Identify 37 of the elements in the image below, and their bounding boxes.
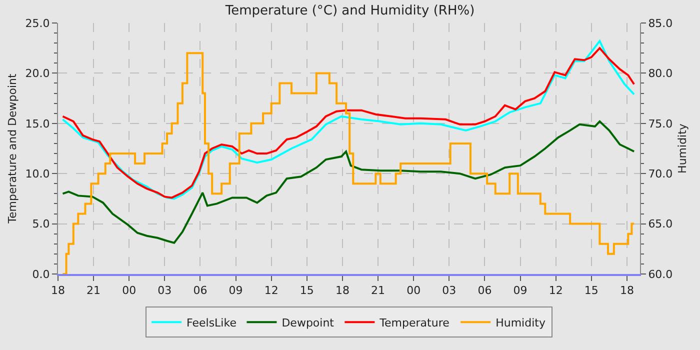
- x-tick-label: 12: [548, 284, 563, 298]
- x-tick-label: 18: [620, 284, 634, 298]
- y-tick-label: 20.0: [25, 67, 50, 80]
- x-tick-label: 15: [584, 284, 598, 298]
- x-tick-label: 00: [122, 284, 136, 298]
- y2-tick-label: 80.0: [648, 67, 673, 80]
- x-tick-label: 09: [228, 284, 243, 298]
- y-axis-title: Temperature and Dewpoint: [6, 72, 19, 224]
- x-tick-label: 09: [513, 284, 528, 298]
- x-tick-label: 00: [406, 284, 421, 298]
- x-tick-label: 21: [86, 284, 101, 298]
- y2-tick-label: 75.0: [648, 117, 673, 130]
- y-tick-label: 5.0: [32, 218, 50, 231]
- x-tick-label: 18: [335, 284, 350, 298]
- line-series: [62, 120, 636, 244]
- y-tick-label: 0.0: [32, 268, 50, 281]
- x-tick-label: 03: [158, 284, 172, 298]
- x-tick-label: 21: [371, 284, 386, 298]
- chart-title: Temperature (°C) and Humidity (RH%): [224, 3, 475, 18]
- y2-tick-label: 85.0: [648, 16, 673, 30]
- y2-tick-label: 65.0: [648, 218, 673, 231]
- y2-tick-label: 60.0: [648, 268, 673, 281]
- y2-axis-title: Humidity: [676, 123, 689, 174]
- y-tick-label: 15.0: [25, 117, 50, 130]
- y-tick-label: 10.0: [25, 167, 50, 180]
- x-tick-label: 12: [264, 284, 278, 298]
- legend-label: FeelsLike: [186, 316, 237, 330]
- legend-label: Temperature: [378, 316, 450, 330]
- legend-label: Dewpoint: [282, 316, 335, 330]
- x-tick-label: 03: [442, 284, 456, 298]
- legend-label: Humidity: [496, 316, 546, 330]
- x-tick-label: 18: [51, 284, 65, 298]
- y-tick-label: 25.0: [25, 16, 50, 30]
- x-tick-label: 15: [300, 284, 314, 298]
- y2-tick-label: 70.0: [648, 167, 673, 180]
- x-tick-label: 06: [478, 284, 492, 298]
- x-tick-label: 06: [193, 284, 208, 298]
